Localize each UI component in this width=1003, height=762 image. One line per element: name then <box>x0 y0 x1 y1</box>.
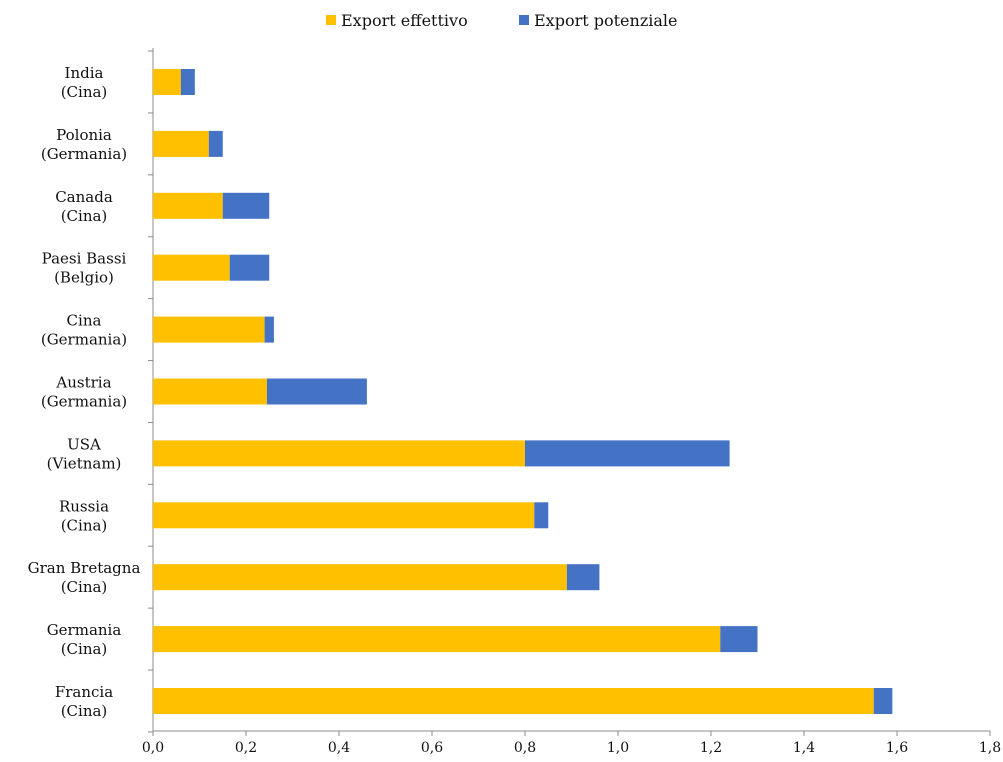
legend-swatch-0 <box>326 15 336 25</box>
category-label: Austria (Germania) <box>41 374 127 411</box>
bar-segment-potenziale <box>264 316 274 343</box>
bar-segment-effettivo <box>153 626 721 653</box>
bar-segment-effettivo <box>153 378 267 405</box>
bar-segment-potenziale <box>229 254 270 281</box>
bar-segment-effettivo <box>153 502 535 529</box>
legend: Export effettivo Export potenziale <box>326 11 678 30</box>
legend-label-0: Export effettivo <box>341 11 468 30</box>
x-tick-label: 1,2 <box>700 740 722 756</box>
legend-label-1: Export potenziale <box>534 11 678 30</box>
bar-segment-potenziale <box>180 69 195 95</box>
bar-segment-effettivo <box>153 69 181 95</box>
category-labels: India (Cina) Polonia (Germania) Canada (Cina)… <box>28 64 141 720</box>
bar-segment-potenziale <box>208 130 223 157</box>
bar-segment-effettivo <box>153 688 874 714</box>
category-label: Cina (Germania) <box>41 312 127 349</box>
bar-segment-potenziale <box>266 378 367 405</box>
category-label: Polonia (Germania) <box>41 126 127 163</box>
category-label: Paesi Bassi (Belgio) <box>42 250 127 287</box>
bar-segment-potenziale <box>222 192 270 219</box>
x-tick-label: 0,0 <box>142 740 164 756</box>
bar-segment-effettivo <box>153 440 525 467</box>
category-label: Canada (Cina) <box>55 188 113 225</box>
x-tick-label: 0,6 <box>421 740 443 756</box>
bar-segment-effettivo <box>153 254 230 281</box>
legend-swatch-1 <box>519 15 529 25</box>
category-label: USA (Vietnam) <box>47 435 122 472</box>
x-tick-label: 1,6 <box>886 740 908 756</box>
category-label: Gran Bretagna (Cina) <box>28 559 141 596</box>
category-label: Germania (Cina) <box>47 621 122 658</box>
x-tick-label: 0,8 <box>514 740 536 756</box>
x-tick-label: 0,4 <box>328 740 350 756</box>
bars <box>153 69 893 714</box>
bar-segment-effettivo <box>153 192 223 219</box>
category-label: India (Cina) <box>61 64 108 101</box>
category-label: Russia (Cina) <box>59 497 109 534</box>
bar-segment-potenziale <box>873 688 893 714</box>
x-tick-labels: 0,0 0,2 0,4 0,6 0,8 1,0 1,2 1,4 1,6 1,8 <box>142 740 1001 756</box>
bar-segment-effettivo <box>153 130 209 157</box>
x-tick-label: 1,8 <box>979 740 1001 756</box>
category-label: Francia (Cina) <box>55 683 113 720</box>
bar-segment-potenziale <box>534 502 549 529</box>
x-tick-label: 0,2 <box>235 740 257 756</box>
bar-segment-potenziale <box>566 564 600 591</box>
bar-segment-potenziale <box>525 440 730 467</box>
bar-segment-effettivo <box>153 564 567 591</box>
bar-segment-effettivo <box>153 316 265 343</box>
bar-segment-potenziale <box>720 626 758 653</box>
x-tick-label: 1,4 <box>793 740 815 756</box>
x-tick-label: 1,0 <box>607 740 629 756</box>
